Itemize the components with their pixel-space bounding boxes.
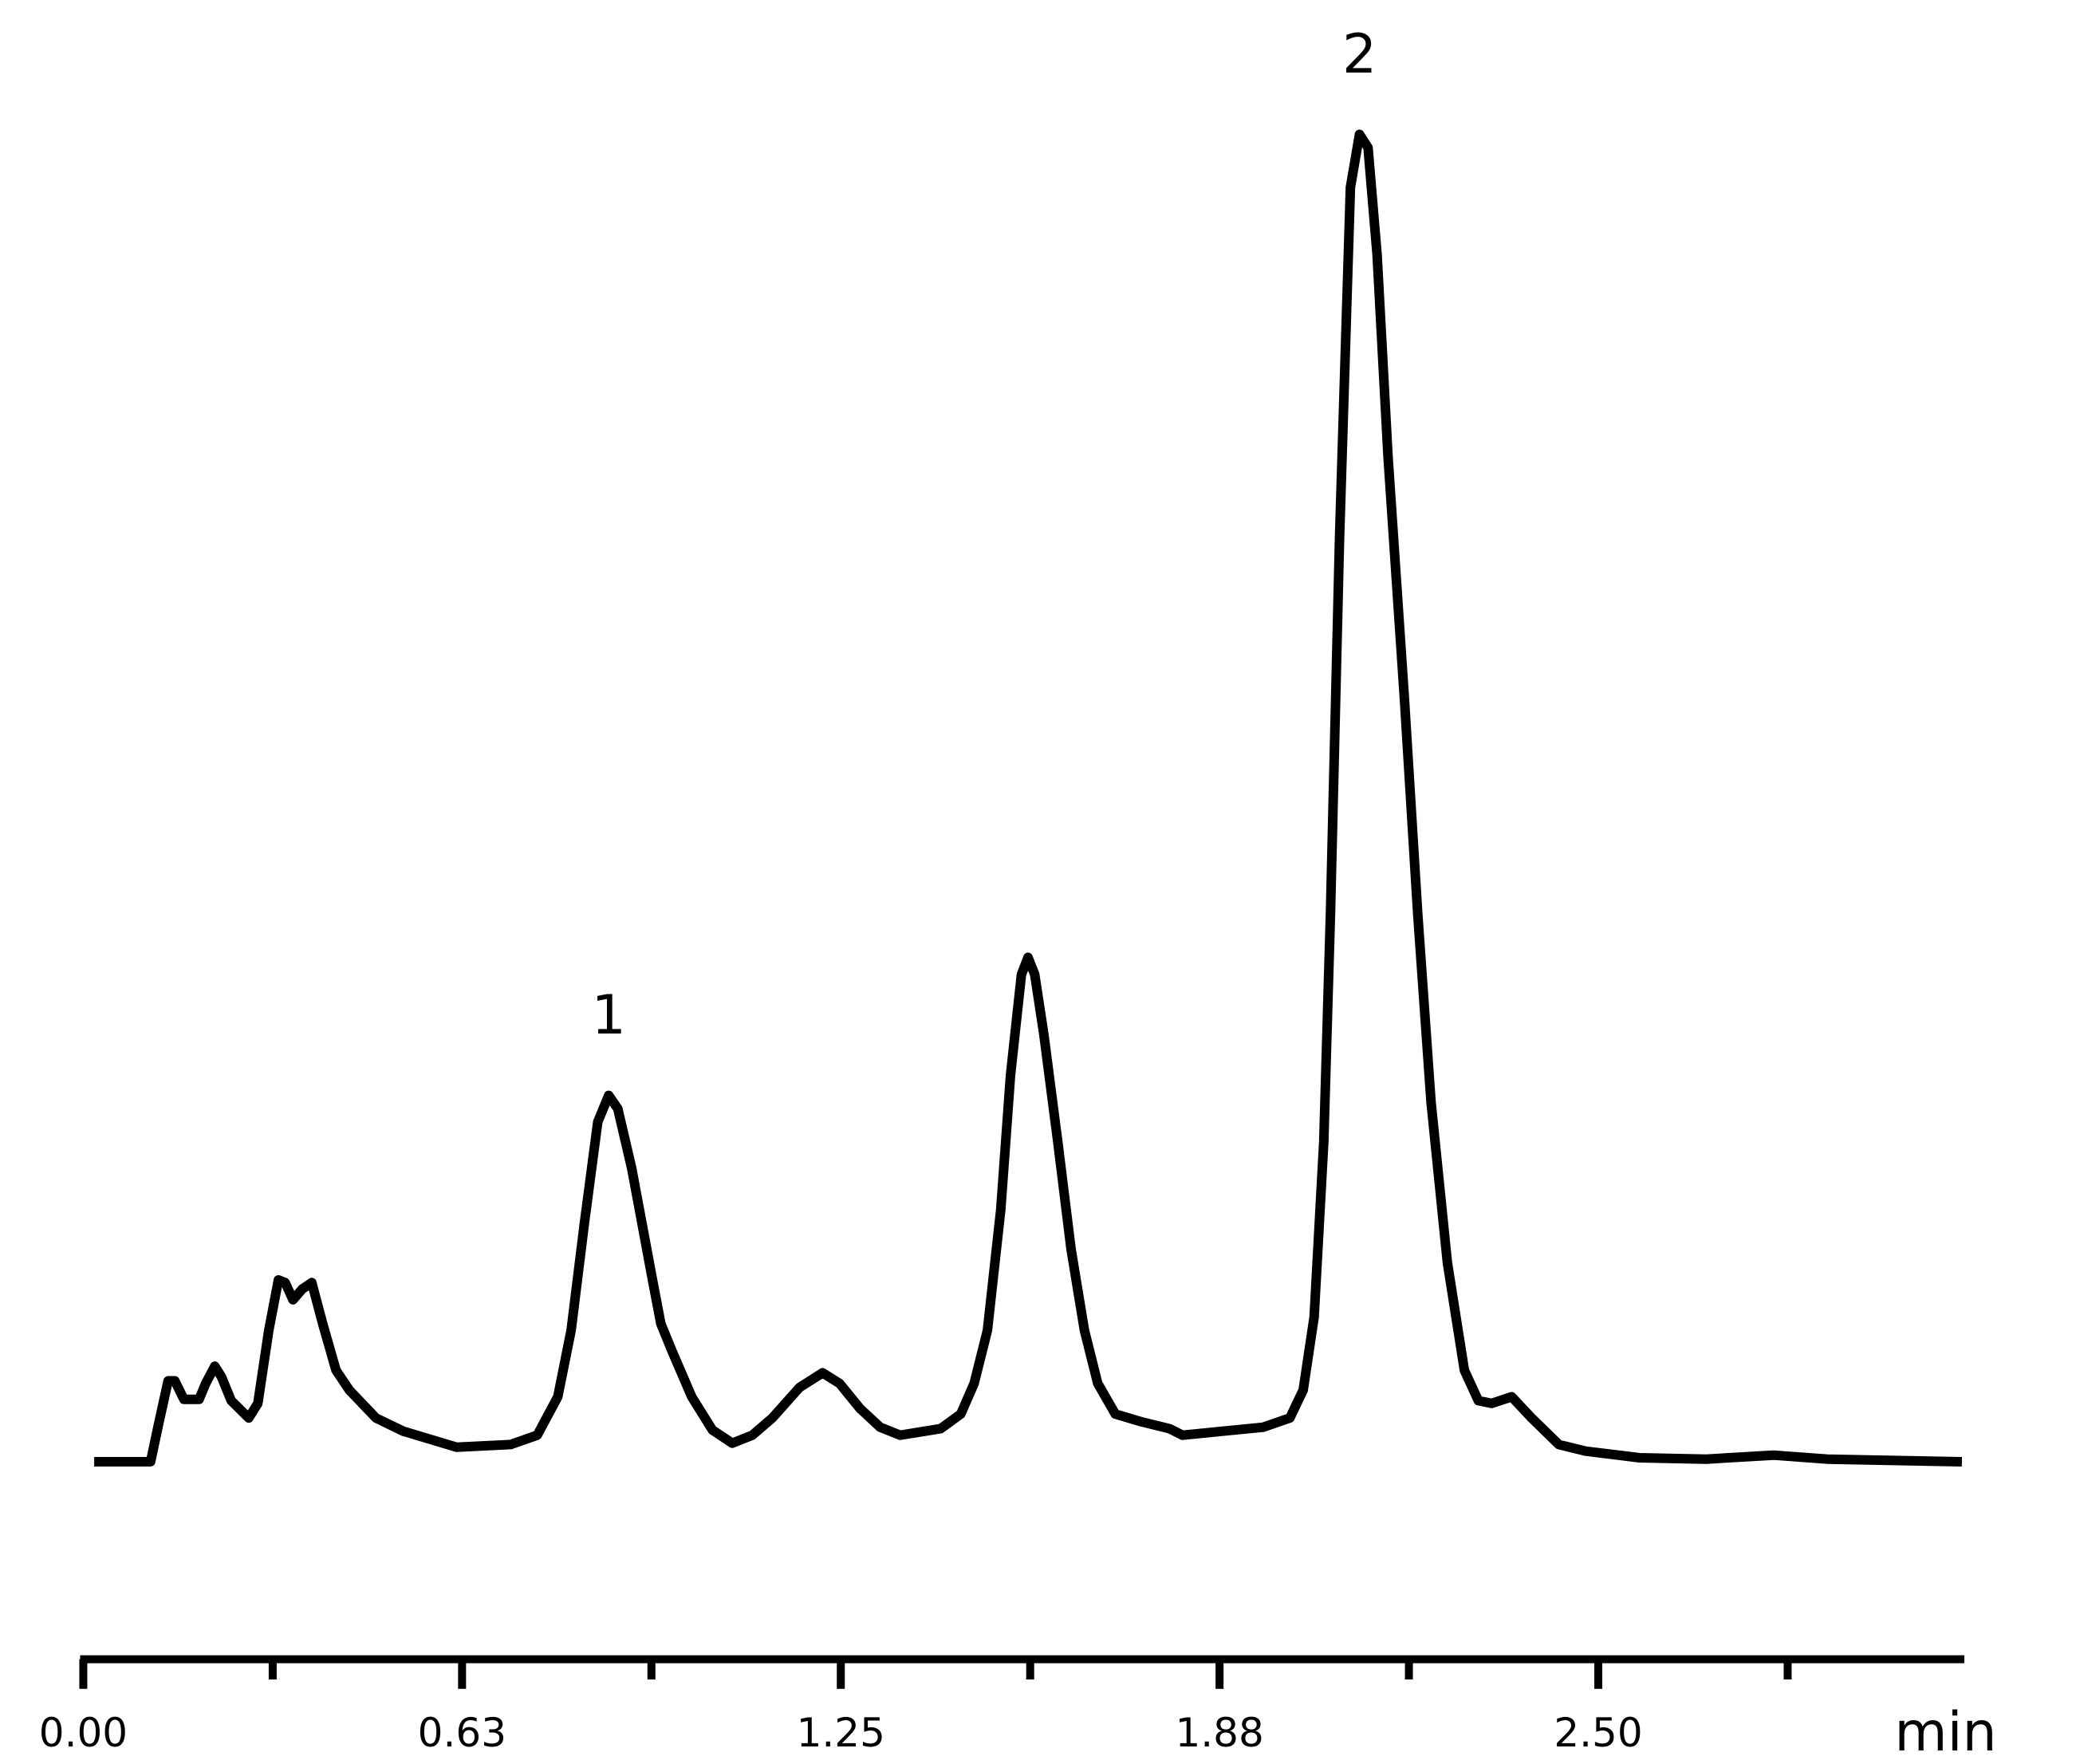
- peak-label: 2: [1342, 23, 1377, 86]
- x-tick-label: 0.63: [418, 1710, 506, 1756]
- x-tick-label: 1.25: [797, 1710, 885, 1756]
- x-tick-label: 2.50: [1554, 1710, 1642, 1756]
- x-tick-label: 0.00: [39, 1710, 128, 1756]
- signal-line: [94, 129, 1963, 1467]
- peak-label: 1: [592, 984, 626, 1047]
- x-tick-label: 1.88: [1175, 1710, 1263, 1756]
- x-axis-label: min: [1894, 1701, 1996, 1764]
